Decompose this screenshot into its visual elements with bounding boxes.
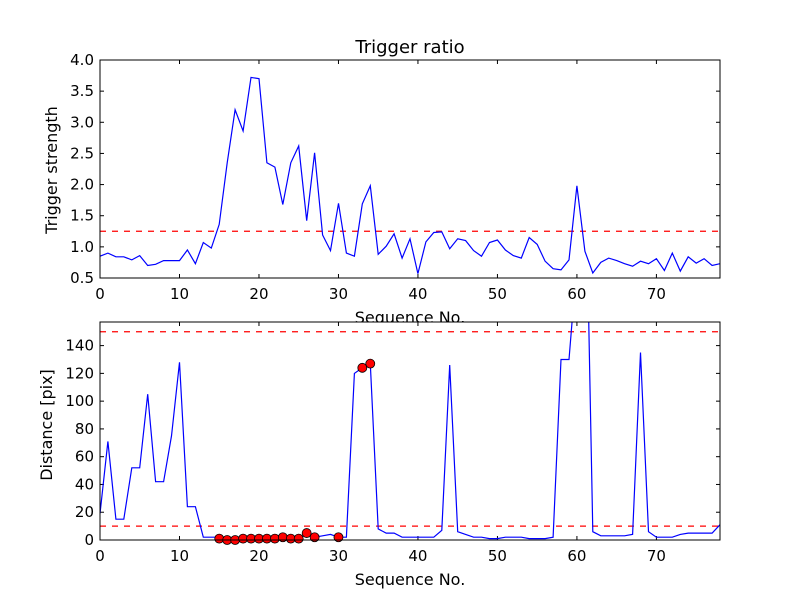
top-chart-title: Trigger ratio: [354, 37, 464, 58]
x-tick-label: 20: [249, 547, 268, 565]
y-tick-label: 80: [75, 420, 94, 438]
y-tick-label: 0.5: [70, 269, 94, 287]
x-tick-label: 0: [95, 547, 105, 565]
bottom-plot-area: [100, 322, 720, 540]
y-tick-label: 0: [84, 531, 94, 549]
y-tick-label: 4.0: [70, 51, 94, 69]
x-tick-label: 60: [567, 285, 586, 303]
top-y-axis-label: Trigger strength: [42, 106, 61, 235]
data-marker: [293, 533, 304, 544]
y-tick-label: 2.5: [70, 144, 94, 162]
bottom-x-axis-label: Sequence No.: [355, 570, 466, 589]
data-marker: [365, 358, 376, 369]
x-tick-label: 30: [329, 547, 348, 565]
data-marker: [309, 532, 320, 543]
x-tick-label: 40: [408, 547, 427, 565]
top-plot-frame: [99, 59, 721, 279]
y-tick-label: 60: [75, 448, 94, 466]
top-plot-area: [100, 60, 720, 278]
bottom-series-line: [100, 322, 720, 540]
y-tick-label: 1.5: [70, 207, 94, 225]
x-tick-label: 50: [488, 547, 507, 565]
y-tick-label: 40: [75, 475, 94, 493]
bottom-x-ticks: 0 10 20 30 40 50 60 70: [95, 322, 666, 565]
top-x-ticks: 0 10 20 30 40 50 60 70: [95, 60, 666, 303]
x-tick-label: 30: [329, 285, 348, 303]
y-tick-label: 3.0: [70, 113, 94, 131]
data-marker: [301, 528, 312, 538]
x-tick-label: 50: [488, 285, 507, 303]
y-tick-label: 20: [75, 503, 94, 521]
y-tick-label: 140: [65, 337, 94, 355]
x-tick-label: 70: [647, 285, 666, 303]
top-series-line: [99, 76, 721, 275]
bottom-threshold-lines: [100, 331, 720, 527]
top-y-ticks: 0.5 1.0 1.5 2.0 2.5 3.0 3.5 4.0: [70, 51, 720, 287]
y-tick-label: 120: [65, 364, 94, 382]
y-tick-label: 100: [65, 392, 94, 410]
x-tick-label: 40: [408, 285, 427, 303]
x-tick-label: 60: [567, 547, 586, 565]
y-tick-label: 2.0: [70, 176, 94, 194]
bottom-y-ticks: 0 20 40 60 80 100 120 140: [65, 337, 720, 549]
bottom-plot-frame: [99, 321, 721, 541]
x-tick-label: 70: [647, 547, 666, 565]
data-marker: [357, 362, 368, 373]
data-marker: [333, 532, 344, 543]
x-tick-label: 10: [170, 547, 189, 565]
bottom-y-axis-label: Distance [pix]: [37, 369, 56, 481]
top-chart: Trigger ratio 0 10 20 30 40 50 60 70 0.5 1.0 1.5 2…: [42, 37, 721, 327]
x-tick-label: 0: [95, 285, 105, 303]
y-tick-label: 1.0: [70, 238, 94, 256]
y-tick-label: 3.5: [70, 82, 94, 100]
x-tick-label: 20: [249, 285, 268, 303]
data-marker: [269, 533, 280, 544]
data-marker: [214, 533, 225, 544]
bottom-chart: 0 10 20 30 40 50 60 70 0 20 40 60 80 100 120 140 Seque…: [37, 321, 721, 589]
x-tick-label: 10: [170, 285, 189, 303]
